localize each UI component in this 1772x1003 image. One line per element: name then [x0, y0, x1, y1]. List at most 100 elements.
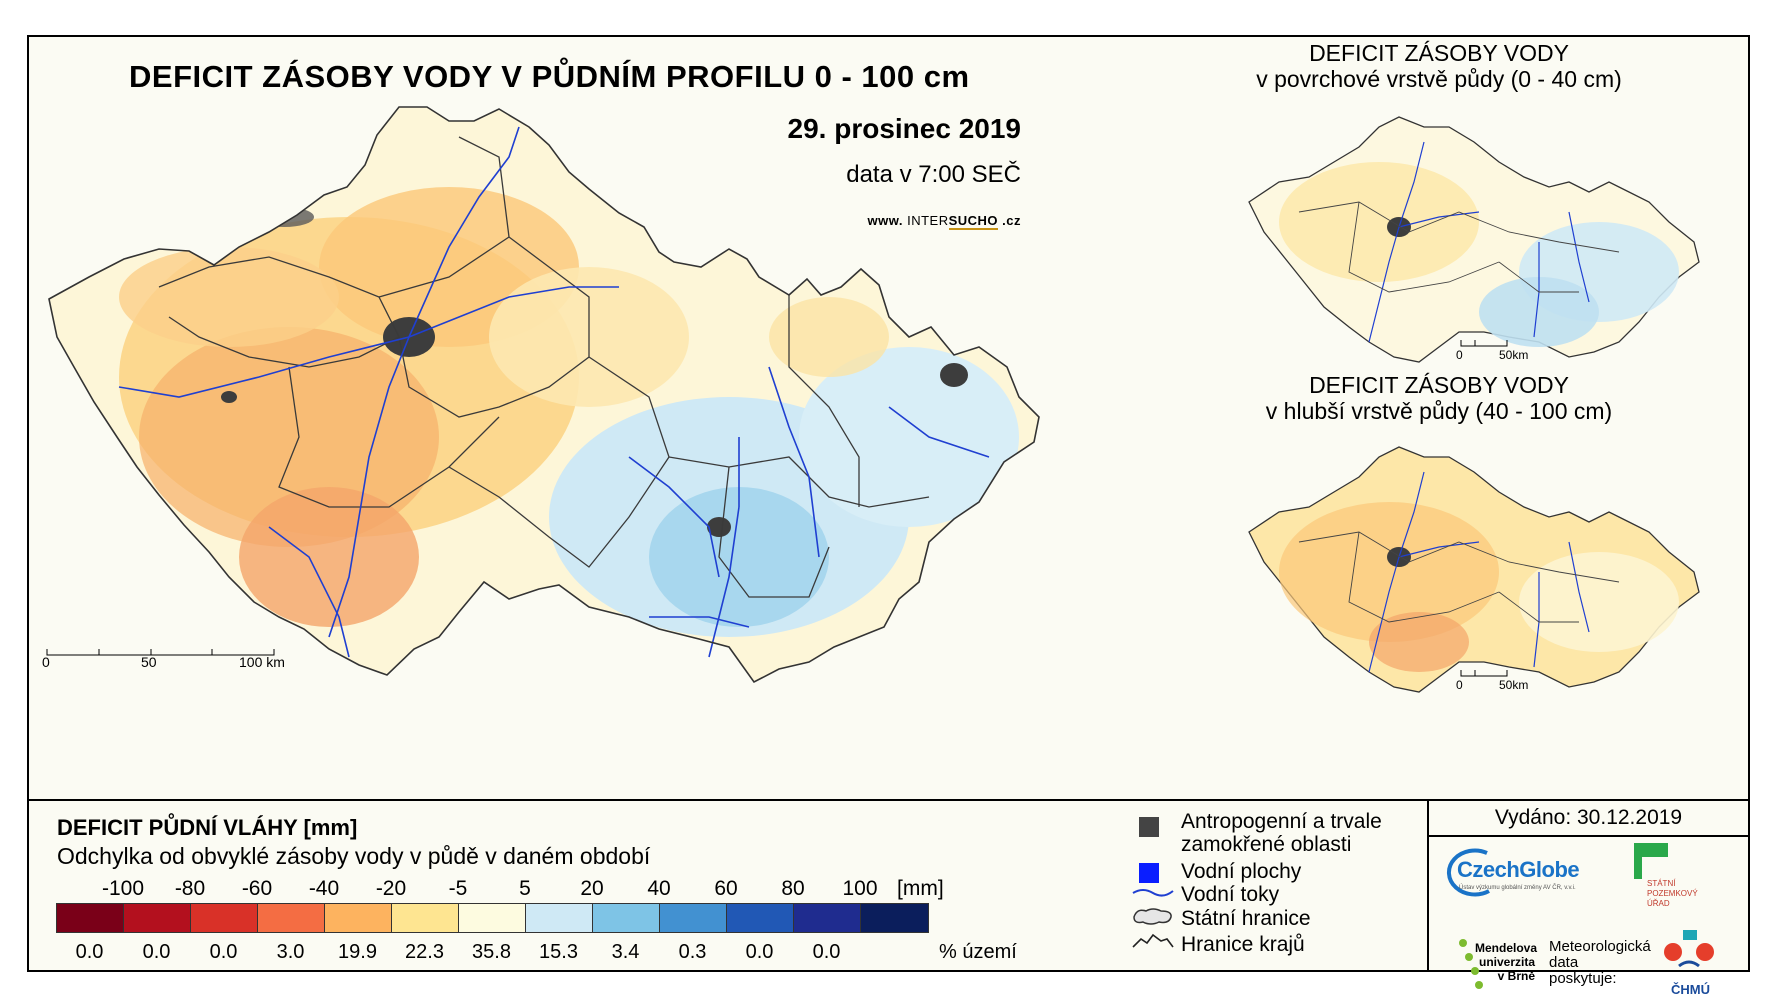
legend-percentage: 22.3: [405, 941, 444, 963]
czechglobe-subtitle: Ústav výzkumu globální změny AV ČR, v.v.…: [1459, 885, 1576, 891]
inset-bottom-map: [1248, 446, 1700, 693]
inset-top-title-line1: DEFICIT ZÁSOBY VODY: [1309, 40, 1569, 66]
legend-tick: -20: [375, 877, 407, 900]
url-brand-sucho: SUCHO: [948, 213, 999, 230]
inset-bottom-title: DEFICIT ZÁSOBY VODY v hlubší vrstvě půdy…: [1239, 372, 1639, 424]
legend-color-12: [861, 904, 928, 932]
inset-top-title: DEFICIT ZÁSOBY VODY v povrchové vrstvě p…: [1239, 40, 1639, 92]
url-prefix: www.: [867, 213, 903, 228]
symbol-rivers-icon: [1132, 889, 1174, 897]
issued-date: Vydáno: 30.12.2019: [1494, 806, 1683, 829]
divider-issued: [1427, 835, 1748, 837]
legend-color-5: [392, 904, 459, 932]
spu-logo: STÁTNÍ POZEMKOVÝ ÚŘAD: [1647, 879, 1698, 909]
spu-line2: POZEMKOVÝ: [1647, 889, 1698, 898]
legend-tick: 80: [781, 877, 805, 900]
legend-percentage: 3.0: [276, 941, 305, 963]
met-line1: Meteorologická: [1549, 938, 1651, 955]
legend-tick: -40: [308, 877, 340, 900]
inset-bottom-scale-bar: [1460, 670, 1508, 677]
legend-color-0: [57, 904, 124, 932]
legend-percentage: 0.0: [209, 941, 238, 963]
symbol-region-border-icon: [1132, 933, 1174, 948]
main-scale-bar: [46, 649, 275, 656]
legend-colorbar: [56, 903, 929, 933]
legend-percentage: 0.0: [745, 941, 774, 963]
chmu-logo: ČHMÚ: [1671, 982, 1710, 997]
legend-color-8: [593, 904, 660, 932]
symbol-water-bodies: [1139, 863, 1159, 883]
url-suffix: .cz: [1002, 213, 1021, 228]
legend-tick: -100: [101, 877, 145, 900]
mendel-line3: v Brně: [1497, 969, 1535, 983]
legend-tick: -60: [241, 877, 273, 900]
main-scale-label-50: 50: [141, 654, 157, 670]
divider-vertical: [1427, 801, 1429, 972]
chmu-logo-icon: [1664, 930, 1714, 968]
legend-tick: -80: [174, 877, 206, 900]
legend-percentage: 15.3: [539, 941, 578, 963]
inset-bottom-scale-0: 0: [1456, 678, 1463, 692]
inset-bottom-title-line1: DEFICIT ZÁSOBY VODY: [1309, 372, 1569, 398]
legend-tick: 60: [714, 877, 738, 900]
mendel-line2: univerzita: [1478, 955, 1535, 969]
legend-percentage: 0.0: [75, 941, 104, 963]
main-scale-label-100: 100 km: [239, 654, 285, 670]
symbol-anthropogenic-line2: zamokřené oblasti: [1181, 833, 1352, 856]
main-map-title: DEFICIT ZÁSOBY VODY V PŮDNÍM PROFILU 0 -…: [129, 59, 970, 94]
czechglobe-logo-icon: [1446, 848, 1490, 897]
legend-tick: -5: [448, 877, 468, 900]
inset-bottom-scale-50: 50km: [1499, 678, 1529, 692]
symbol-water-bodies-label: Vodní plochy: [1181, 860, 1302, 883]
legend-subtitle: Odchylka od obvyklé zásoby vody v půdě v…: [57, 843, 651, 869]
legend-color-6: [459, 904, 526, 932]
inset-top-scale-bar: [1460, 340, 1508, 347]
main-map: [46, 106, 1040, 684]
legend-tick: 100: [842, 877, 878, 900]
inset-top-scale-50: 50km: [1499, 348, 1529, 362]
divider-horizontal: [29, 799, 1748, 801]
legend-color-10: [727, 904, 794, 932]
met-line3: poskytuje:: [1549, 970, 1617, 987]
inset-bottom-title-line2: v hlubší vrstvě půdy (40 - 100 cm): [1265, 398, 1613, 424]
legend-color-7: [526, 904, 593, 932]
main-map-date: 29. prosinec 2019: [787, 113, 1021, 144]
legend-percentage: 0.3: [678, 941, 707, 963]
met-data-provider: Meteorologická data poskytuje:: [1549, 939, 1651, 987]
legend-tick: 20: [580, 877, 604, 900]
legend-tick: 40: [647, 877, 671, 900]
legend-title: DEFICIT PŮDNÍ VLÁHY [mm]: [57, 815, 358, 840]
inset-top-scale-0: 0: [1456, 348, 1463, 362]
spu-line3: ÚŘAD: [1647, 899, 1670, 908]
main-map-data-time: data v 7:00 SEČ: [846, 161, 1021, 188]
map-frame: DEFICIT ZÁSOBY VODY V PŮDNÍM PROFILU 0 -…: [27, 35, 1750, 997]
legend-color-3: [258, 904, 325, 932]
spu-line1: STÁTNÍ: [1647, 879, 1676, 888]
mendel-line1: Mendelova: [1475, 941, 1538, 955]
mendel-logo-icon: [1459, 939, 1483, 989]
legend-color-1: [124, 904, 191, 932]
intersucho-url: www. INTERSUCHO .cz: [867, 213, 1021, 230]
met-line2: data: [1549, 954, 1579, 971]
symbol-region-border-label: Hranice krajů: [1181, 933, 1305, 956]
legend-color-11: [794, 904, 861, 932]
legend-unit: [mm]: [897, 877, 944, 900]
symbol-state-border-label: Státní hranice: [1181, 907, 1311, 930]
main-scale-label-0: 0: [42, 654, 50, 670]
czechglobe-logo: CzechGlobe: [1457, 857, 1580, 882]
symbol-rivers-label: Vodní toky: [1181, 883, 1280, 906]
legend-color-9: [660, 904, 727, 932]
legend-color-4: [325, 904, 392, 932]
legend-color-2: [191, 904, 258, 932]
legend-percentage: 0.0: [812, 941, 841, 963]
spu-logo-icon-bar: [1634, 843, 1642, 879]
inset-top-title-line2: v povrchové vrstvě půdy (0 - 40 cm): [1256, 66, 1622, 92]
symbol-anthropogenic-line1: Antropogenní a trvale: [1181, 810, 1382, 833]
legend-percentage: 0.0: [142, 941, 171, 963]
symbol-state-border-icon: [1133, 908, 1172, 925]
url-brand-inter: INTER: [907, 213, 949, 228]
legend-percentage: 35.8: [472, 941, 511, 963]
symbol-anthropogenic: [1139, 817, 1159, 837]
inset-top-map: [1248, 116, 1700, 363]
map-area: DEFICIT ZÁSOBY VODY V PŮDNÍM PROFILU 0 -…: [29, 37, 1748, 797]
